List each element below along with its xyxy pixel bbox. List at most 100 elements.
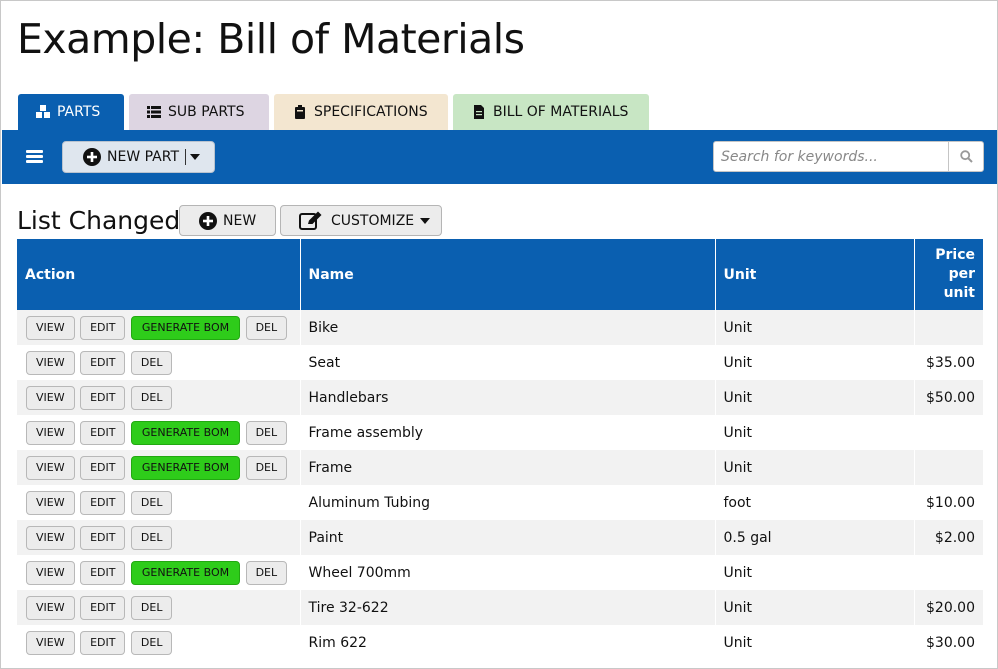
cell-price: $30.00	[914, 625, 983, 660]
edit-button[interactable]: EDIT	[80, 385, 126, 410]
cell-name: Aluminum Tubing	[300, 485, 716, 520]
table-row: VIEW EDIT GENERATE BOM DEL Frame assembly…	[17, 415, 983, 450]
view-button[interactable]: VIEW	[26, 595, 75, 620]
row-actions: VIEW EDIT DEL	[17, 625, 301, 660]
header-unit[interactable]: Unit	[715, 239, 915, 310]
row-actions: VIEW EDIT GENERATE BOM DEL	[17, 415, 301, 450]
edit-button[interactable]: EDIT	[80, 455, 126, 480]
edit-button[interactable]: EDIT	[80, 595, 126, 620]
divider	[185, 149, 186, 165]
plus-circle-icon	[83, 148, 101, 166]
header-price-label: Price per unit	[935, 247, 975, 301]
edit-button[interactable]: EDIT	[80, 560, 126, 585]
table-body: VIEW EDIT GENERATE BOM DEL Bike Unit VIEW E…	[17, 310, 983, 660]
list-icon	[147, 106, 161, 118]
customize-button[interactable]: CUSTOMIZE	[280, 205, 442, 236]
view-button[interactable]: VIEW	[26, 455, 75, 480]
view-button[interactable]: VIEW	[26, 420, 75, 445]
cell-name: Tire 32-622	[300, 590, 716, 625]
plus-circle-icon	[199, 211, 217, 230]
table-row: VIEW EDIT GENERATE BOM DEL Frame Unit	[17, 450, 983, 485]
cubes-icon	[36, 105, 50, 118]
list-title: List Changed	[17, 206, 181, 235]
view-button[interactable]: VIEW	[26, 560, 75, 585]
edit-button[interactable]: EDIT	[80, 490, 126, 515]
table-row: VIEW EDIT DEL Tire 32-622 Unit $20.00	[17, 590, 983, 625]
cell-unit: Unit	[715, 590, 915, 625]
row-actions: VIEW EDIT GENERATE BOM DEL	[17, 310, 301, 345]
cell-name: Paint	[300, 520, 716, 555]
tab-bill-of-materials[interactable]: BILL OF MATERIALS	[453, 94, 649, 130]
delete-button[interactable]: DEL	[130, 350, 173, 375]
view-button[interactable]: VIEW	[26, 350, 75, 375]
delete-button[interactable]: DEL	[245, 315, 288, 340]
delete-button[interactable]: DEL	[130, 385, 173, 410]
row-actions: VIEW EDIT GENERATE BOM DEL	[17, 450, 301, 485]
row-actions: VIEW EDIT DEL	[17, 485, 301, 520]
cell-unit: 0.5 gal	[715, 520, 915, 555]
edit-button[interactable]: EDIT	[80, 630, 126, 655]
cell-unit: Unit	[715, 415, 915, 450]
tab-parts[interactable]: PARTS	[18, 94, 124, 130]
delete-button[interactable]: DEL	[245, 455, 288, 480]
table-row: VIEW EDIT DEL Seat Unit $35.00	[17, 345, 983, 380]
generate-bom-button[interactable]: GENERATE BOM	[130, 315, 241, 340]
cell-price	[914, 450, 983, 485]
new-button[interactable]: NEW	[179, 205, 276, 236]
menu-icon[interactable]	[26, 150, 43, 164]
table-row: VIEW EDIT DEL Aluminum Tubing foot $10.00	[17, 485, 983, 520]
view-button[interactable]: VIEW	[26, 315, 75, 340]
edit-icon	[299, 211, 322, 230]
cell-unit: Unit	[715, 450, 915, 485]
header-name[interactable]: Name	[300, 239, 716, 310]
new-part-button[interactable]: NEW PART	[62, 141, 215, 173]
new-part-label: NEW PART	[107, 149, 179, 165]
document-icon	[474, 105, 484, 119]
tab-sub-parts[interactable]: SUB PARTS	[129, 94, 269, 130]
new-label: NEW	[223, 212, 257, 229]
delete-button[interactable]: DEL	[245, 420, 288, 445]
tab-specifications[interactable]: SPECIFICATIONS	[274, 94, 448, 130]
row-actions: VIEW EDIT DEL	[17, 520, 301, 555]
cell-unit: foot	[715, 485, 915, 520]
edit-button[interactable]: EDIT	[80, 315, 126, 340]
table-row: VIEW EDIT GENERATE BOM DEL Bike Unit	[17, 310, 983, 345]
cell-name: Frame assembly	[300, 415, 716, 450]
search-box	[713, 141, 984, 172]
chevron-down-icon[interactable]	[190, 154, 200, 160]
delete-button[interactable]: DEL	[130, 630, 173, 655]
view-button[interactable]: VIEW	[26, 630, 75, 655]
cell-name: Wheel 700mm	[300, 555, 716, 590]
cell-unit: Unit	[715, 310, 915, 345]
delete-button[interactable]: DEL	[130, 525, 173, 550]
clipboard-icon	[295, 105, 305, 119]
view-button[interactable]: VIEW	[26, 525, 75, 550]
generate-bom-button[interactable]: GENERATE BOM	[130, 420, 241, 445]
header-action[interactable]: Action	[17, 239, 301, 310]
edit-button[interactable]: EDIT	[80, 525, 126, 550]
search-input[interactable]	[714, 142, 948, 171]
row-actions: VIEW EDIT DEL	[17, 380, 301, 415]
cell-price	[914, 415, 983, 450]
cell-price: $35.00	[914, 345, 983, 380]
delete-button[interactable]: DEL	[130, 595, 173, 620]
view-button[interactable]: VIEW	[26, 385, 75, 410]
search-button[interactable]	[948, 142, 983, 171]
view-button[interactable]: VIEW	[26, 490, 75, 515]
tab-label: SUB PARTS	[168, 104, 245, 120]
row-actions: VIEW EDIT DEL	[17, 590, 301, 625]
edit-button[interactable]: EDIT	[80, 350, 126, 375]
delete-button[interactable]: DEL	[130, 490, 173, 515]
table-row: VIEW EDIT DEL Rim 622 Unit $30.00	[17, 625, 983, 660]
cell-name: Seat	[300, 345, 716, 380]
cell-unit: Unit	[715, 555, 915, 590]
header-price[interactable]: Price per unit	[914, 239, 983, 310]
cell-unit: Unit	[715, 625, 915, 660]
delete-button[interactable]: DEL	[245, 560, 288, 585]
table-row: VIEW EDIT GENERATE BOM DEL Wheel 700mm Uni…	[17, 555, 983, 590]
edit-button[interactable]: EDIT	[80, 420, 126, 445]
generate-bom-button[interactable]: GENERATE BOM	[130, 455, 241, 480]
generate-bom-button[interactable]: GENERATE BOM	[130, 560, 241, 585]
toolbar: NEW PART	[2, 130, 997, 184]
